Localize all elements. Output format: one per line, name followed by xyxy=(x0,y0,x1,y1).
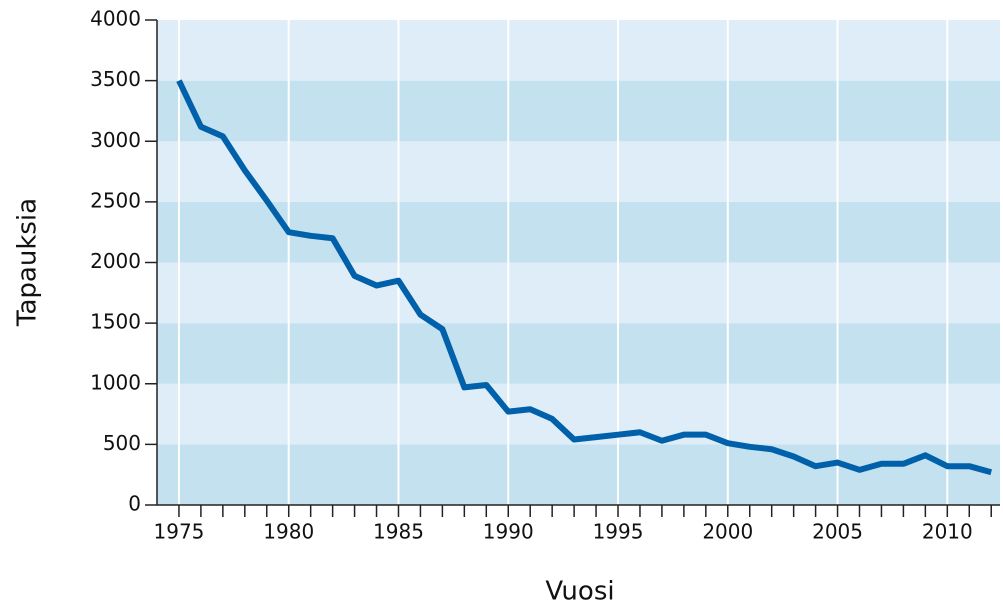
y-tick-label: 4000 xyxy=(90,7,141,31)
background-band xyxy=(157,444,1000,505)
y-tick-label: 2500 xyxy=(90,188,141,212)
x-tick-label: 1995 xyxy=(593,520,644,544)
background-band xyxy=(157,323,1000,384)
y-tick-label: 0 xyxy=(128,492,141,516)
x-tick-label: 1985 xyxy=(373,520,424,544)
background-band xyxy=(157,383,1000,445)
x-tick-label: 2010 xyxy=(922,520,973,544)
x-tick-label: 1975 xyxy=(154,520,205,544)
data-line xyxy=(176,79,993,476)
y-tick-label: 3000 xyxy=(90,128,141,152)
background-band xyxy=(157,201,1000,263)
x-tick-label: 1990 xyxy=(483,520,534,544)
x-tick-label: 2005 xyxy=(812,520,863,544)
x-tick-label: 2000 xyxy=(702,520,753,544)
x-tick-label: 1980 xyxy=(263,520,314,544)
y-tick-label: 1000 xyxy=(90,370,141,394)
y-tick-label: 3500 xyxy=(90,67,141,91)
y-tick-label: 1500 xyxy=(90,310,141,334)
x-axis-label: Vuosi xyxy=(545,577,614,607)
background-band xyxy=(157,20,1000,81)
y-axis-label: Tapauksia xyxy=(13,198,43,327)
background-band xyxy=(157,141,1000,202)
background-band xyxy=(157,80,1000,142)
background-band xyxy=(157,262,1000,324)
y-tick-label: 500 xyxy=(103,431,141,455)
y-tick-label: 2000 xyxy=(90,249,141,273)
